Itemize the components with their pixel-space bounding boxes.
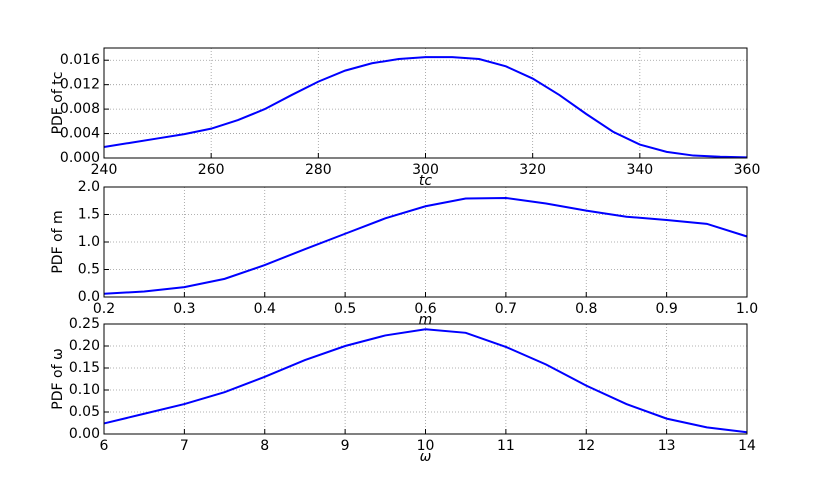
x-axis-label: tc [419,173,432,189]
y-tick-label: 0.05 [69,404,100,420]
x-tick-label: 260 [198,162,225,178]
y-axis-label: PDF of tc [50,72,66,135]
x-tick-label: 13 [658,438,676,454]
x-tick-label: 6 [100,438,109,454]
x-tick-label: 360 [734,162,761,178]
y-tick-label: 1.5 [78,207,100,223]
x-tick-label: 1.0 [736,301,758,317]
x-tick-label: 14 [738,438,756,454]
y-tick-label: 0.25 [69,316,100,332]
line-series [103,56,748,159]
x-tick-label: 11 [497,438,515,454]
plot-frame [103,323,748,435]
y-tick-label: 0.15 [69,360,100,376]
y-tick-label: 0.004 [60,126,100,142]
x-axis-label: m [419,312,433,328]
plot-frame [103,186,748,298]
x-tick-label: 0.4 [254,301,276,317]
y-tick-label: 0.20 [69,338,100,354]
x-tick-label: 9 [341,438,350,454]
y-tick-label: 0.000 [60,150,100,166]
y-tick-label: 2.0 [78,179,100,195]
y-tick-label: 1.0 [78,234,100,250]
x-tick-label: 0.2 [93,301,115,317]
plot-frame [103,47,748,159]
x-tick-label: 280 [305,162,332,178]
x-tick-label: 300 [412,162,439,178]
x-tick-label: 0.9 [655,301,677,317]
x-tick-label: 240 [91,162,118,178]
x-tick-label: 0.5 [334,301,356,317]
x-axis-label: ω [420,449,432,465]
y-tick-label: 0.016 [60,52,100,68]
line-series [103,328,748,434]
x-tick-label: 340 [626,162,653,178]
x-tick-label: 320 [519,162,546,178]
x-tick-label: 10 [417,438,435,454]
y-axis-label: PDF of ω [50,348,66,409]
x-tick-label: 12 [577,438,595,454]
x-tick-label: 7 [180,438,189,454]
y-tick-label: 0.0 [78,289,100,305]
y-tick-label: 0.10 [69,382,100,398]
x-tick-label: 0.3 [173,301,195,317]
x-tick-label: 0.6 [414,301,436,317]
line-series [103,196,748,295]
y-tick-label: 0.012 [60,77,100,93]
y-axis-label: PDF of m [50,210,66,273]
x-tick-label: 0.7 [495,301,517,317]
y-tick-label: 0.008 [60,101,100,117]
y-tick-label: 0.5 [78,262,100,278]
y-tick-label: 0.00 [69,426,100,442]
x-tick-label: 0.8 [575,301,597,317]
x-tick-label: 8 [260,438,269,454]
